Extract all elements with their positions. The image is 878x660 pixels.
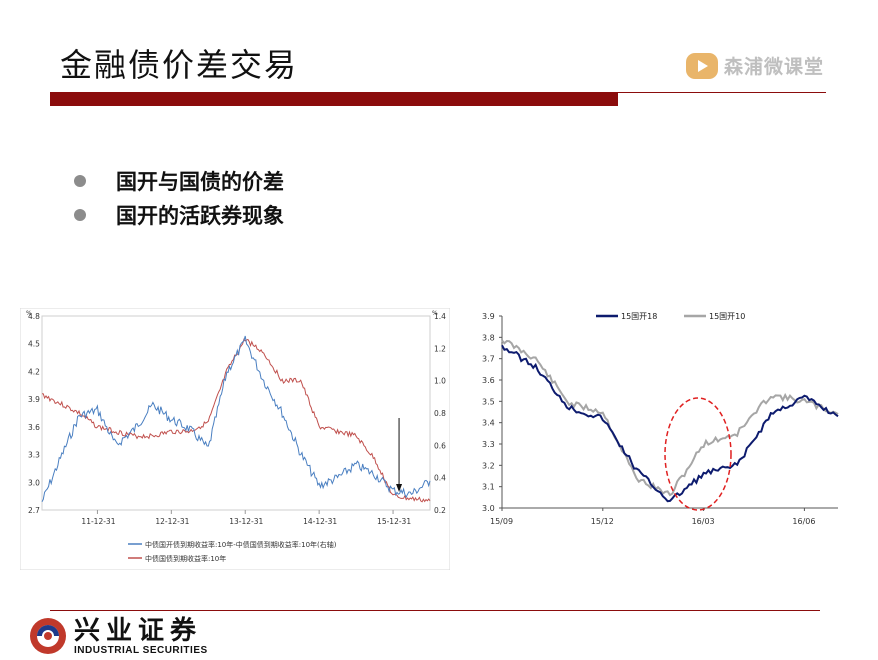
chart-frame (20, 308, 450, 570)
x-tick-label: 14-12-31 (303, 517, 337, 526)
y-tick-right: 1.4 (434, 312, 446, 321)
footer-logo: 兴业证券 INDUSTRIAL SECURITIES (28, 616, 208, 656)
bullet-text: 国开与国债的价差 (116, 170, 284, 194)
header-rule (618, 92, 826, 93)
brand-logo: 森浦微课堂 (686, 52, 824, 79)
x-tick-label: 11-12-31 (81, 517, 115, 526)
right-axis-unit: % (432, 310, 438, 317)
y-tick-label: 3.3 (482, 440, 495, 449)
header-bar (50, 92, 618, 106)
y-tick-label: 3.1 (482, 483, 495, 492)
y-tick-right: 0.6 (434, 441, 446, 450)
bond-comparison-chart: 3.9 3.8 3.7 3.6 3.5 3.4 3.3 3.2 3.1 3.0 15/09 15/12… (482, 312, 839, 526)
y-tick-right: 0.4 (434, 474, 446, 483)
y-tick-right: 1.0 (434, 377, 446, 386)
y-tick-label: 3.4 (482, 419, 495, 428)
arrow-head-icon (396, 484, 403, 492)
bullet-item: 国开的活跃券现象 (74, 198, 284, 232)
x-tick-label: 16/03 (692, 517, 715, 526)
legend-label: 15国开10 (709, 312, 745, 321)
x-tick-label: 16/06 (792, 517, 815, 526)
bullet-item: 国开与国债的价差 (74, 164, 284, 198)
legend-label: 中债国开债到期收益率:10年-中债国债到期收益率:10年(右轴) (145, 540, 337, 549)
spread-yield-chart: % %4.84.54.23.93.63.33.02.71.41.21.00.80.… (20, 308, 450, 570)
plot-area (41, 315, 431, 511)
left-axis-unit: % (26, 310, 32, 317)
y-tick-right: 1.2 (434, 344, 446, 353)
y-tick-label: 3.6 (482, 376, 495, 385)
x-tick-label: 15/09 (490, 517, 513, 526)
highlight-ellipse (664, 397, 732, 511)
brand-name: 森浦微课堂 (724, 56, 825, 78)
legend-label: 中债国债到期收益率:10年 (145, 554, 226, 563)
y-tick-left: 4.2 (28, 367, 40, 376)
x-tick-label: 15/12 (591, 517, 614, 526)
bullet-dot-icon (74, 209, 86, 221)
y-tick-left: 3.6 (28, 423, 40, 432)
y-tick-label: 3.9 (482, 312, 495, 321)
play-icon (686, 52, 718, 79)
series-line-15gk10 (501, 339, 839, 497)
bullet-text: 国开的活跃券现象 (116, 204, 284, 228)
x-tick-label: 12-12-31 (155, 517, 189, 526)
y-tick-label: 3.5 (482, 397, 495, 406)
x-tick-label: 13-12-31 (229, 517, 263, 526)
y-tick-label: 3.8 (482, 333, 495, 342)
y-tick-left: 4.8 (28, 312, 40, 321)
y-tick-label: 3.2 (482, 461, 495, 470)
y-tick-left: 2.7 (28, 506, 40, 515)
y-tick-left: 3.9 (28, 395, 40, 404)
y-tick-right: 0.8 (434, 409, 446, 418)
y-tick-left: 3.0 (28, 478, 40, 487)
y-tick-left: 4.5 (28, 340, 40, 349)
legend-label: 15国开18 (621, 312, 657, 321)
series-line-15gk18 (501, 344, 839, 503)
y-tick-left: 3.3 (28, 451, 40, 460)
y-tick-label: 3.7 (482, 355, 495, 364)
bullet-list: 国开与国债的价差 国开的活跃券现象 (74, 164, 284, 232)
company-logo-icon (30, 618, 66, 654)
y-tick-label: 3.0 (482, 504, 495, 513)
company-name-en: INDUSTRIAL SECURITIES (74, 644, 208, 656)
y-tick-right: 0.2 (434, 506, 446, 515)
slide-title: 金融债价差交易 (60, 46, 299, 84)
footer-rule (50, 610, 820, 611)
company-name-cn: 兴业证券 (74, 615, 203, 646)
series-line-spread (41, 335, 431, 503)
x-tick-label: 15-12-31 (377, 517, 411, 526)
bullet-dot-icon (74, 175, 86, 187)
